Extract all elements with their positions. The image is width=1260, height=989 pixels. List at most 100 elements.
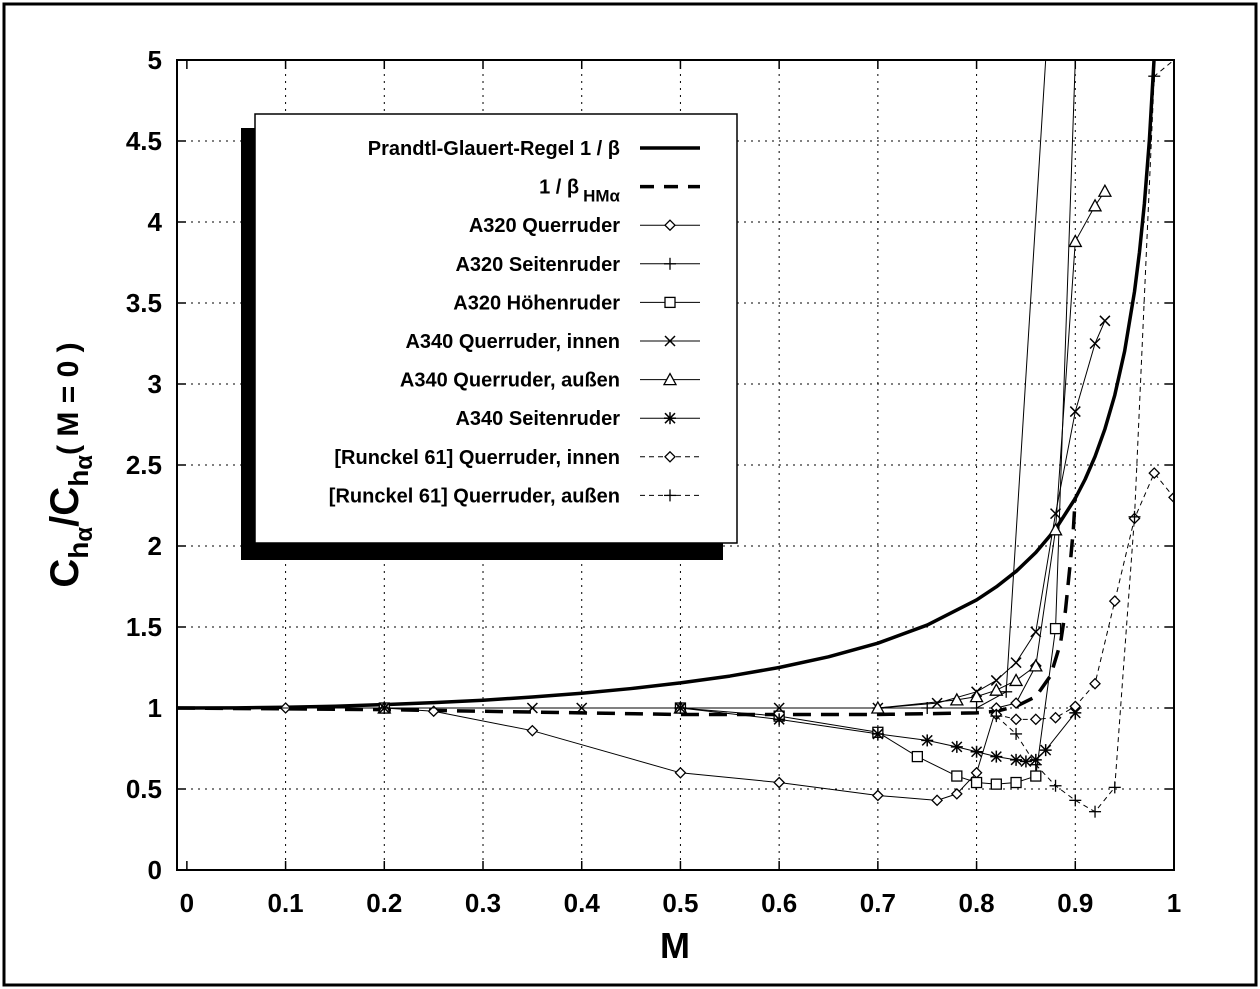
x-tick-label: 0.9 (1057, 888, 1093, 918)
point-marker-x (1050, 508, 1062, 520)
point-marker-diamond (931, 794, 944, 807)
x-axis-label: M (660, 925, 690, 966)
y-tick-label: 2 (148, 531, 162, 561)
point-marker-diamond (526, 724, 539, 737)
x-tick-label: 0.7 (860, 888, 896, 918)
point-marker-plus (1128, 510, 1141, 523)
point-marker-plus (990, 710, 1003, 723)
series-line (177, 60, 1156, 710)
x-tick-label: 0.3 (465, 888, 501, 918)
legend-label-4: A320 Höhenruder (453, 292, 620, 314)
point-marker-square (664, 296, 676, 309)
point-marker-asterisk (1069, 706, 1082, 719)
point-marker-asterisk (1019, 755, 1032, 768)
point-marker-diamond (674, 766, 687, 779)
y-tick-label: 1 (148, 693, 162, 723)
series-9 (990, 60, 1174, 818)
point-marker-triangle (949, 692, 964, 706)
point-marker-plus (664, 489, 676, 502)
point-marker-plus (970, 702, 983, 714)
y-label-c2: C (43, 487, 87, 516)
point-marker-diamond (1010, 713, 1022, 726)
point-marker-square (951, 770, 963, 782)
point-marker-plus (1029, 758, 1042, 771)
point-marker-x (931, 697, 943, 709)
x-tick-label: 0.6 (761, 888, 797, 918)
point-marker-diamond (1010, 697, 1022, 710)
point-marker-diamond (1148, 467, 1161, 480)
point-marker-diamond (664, 450, 676, 463)
point-marker-asterisk (1039, 744, 1052, 757)
point-marker-x (1089, 337, 1101, 350)
series-0 (177, 60, 1156, 710)
y-tick-label: 2.5 (126, 450, 162, 480)
point-marker-asterisk (970, 745, 983, 758)
y-tick-label: 1.5 (126, 612, 162, 642)
x-tick-label: 1 (1167, 888, 1181, 918)
point-marker-plus (1148, 70, 1161, 83)
point-marker-square (911, 750, 923, 763)
point-marker-triangle (870, 700, 885, 714)
point-marker-triangle (1048, 522, 1063, 536)
series-8 (990, 467, 1174, 726)
point-marker-diamond (871, 789, 884, 802)
point-marker-triangle (1068, 234, 1083, 248)
axis-ticks (177, 59, 1175, 871)
y-label-a1: α (71, 527, 98, 542)
point-marker-x (1010, 657, 1022, 669)
legend-label-3: A320 Seitenruder (455, 254, 620, 276)
point-marker-plus (1069, 794, 1082, 807)
point-marker-diamond (1089, 677, 1101, 690)
y-tick-label: 4.5 (126, 126, 162, 156)
x-tick-label: 0.5 (662, 888, 698, 918)
legend-label-9: [Runckel 61] Querruder, außen (329, 485, 620, 507)
y-label-h1: h (63, 542, 94, 559)
point-marker-diamond (1108, 595, 1121, 607)
point-marker-triangle (1028, 658, 1043, 672)
point-marker-x (664, 335, 676, 347)
point-marker-triangle (1097, 183, 1112, 197)
legend: Prandtl-Glauert-Regel 1 / β1 / β HMαA320 … (241, 113, 738, 560)
series-1 (177, 497, 1078, 717)
y-tick-label: 0 (148, 855, 162, 885)
legend-label-6: A340 Querruder, außen (400, 370, 620, 392)
plot-area-frame (176, 59, 1175, 871)
point-marker-asterisk (664, 412, 676, 425)
legend-box (254, 113, 738, 544)
x-tick-label: 0 (180, 888, 194, 918)
point-marker-diamond (1049, 711, 1062, 724)
legend-label-5: A340 Querruder, innen (405, 331, 620, 353)
point-marker-plus (1049, 779, 1062, 792)
point-marker-triangle (1008, 673, 1024, 687)
x-tick-label: 0.8 (958, 888, 994, 918)
point-marker-asterisk (674, 702, 687, 714)
point-marker-plus (1010, 727, 1023, 740)
point-marker-plus (1108, 781, 1121, 794)
legend-items: Prandtl-Glauert-Regel 1 / β1 / β HMαA320 … (329, 138, 700, 507)
series-line (995, 60, 1174, 813)
point-marker-plus (664, 257, 676, 270)
y-tick-label: 5 (148, 45, 162, 75)
y-tick-labels: 0 0.5 1 1.5 2 2.5 3 3.5 4 4.5 5 (126, 45, 163, 885)
point-marker-asterisk (1010, 753, 1023, 766)
x-tick-label: 0.4 (564, 888, 601, 918)
point-marker-x (1099, 315, 1111, 327)
point-marker-asterisk (378, 702, 391, 714)
point-marker-plus (1089, 805, 1102, 818)
y-tick-label: 4 (148, 207, 163, 237)
legend-label-8: [Runckel 61] Querruder, innen (334, 447, 620, 469)
y-tick-label: 3.5 (126, 288, 162, 318)
point-marker-x (990, 674, 1002, 686)
series-line (177, 665, 1037, 801)
point-marker-asterisk (871, 727, 884, 740)
point-marker-diamond (1029, 713, 1042, 726)
y-label-rest: ( M = 0 ) (52, 342, 85, 455)
point-marker-asterisk (921, 734, 934, 747)
point-marker-x (1030, 626, 1042, 638)
legend-beta: β (567, 177, 579, 199)
y-tick-label: 3 (148, 369, 162, 399)
point-marker-diamond (950, 787, 963, 800)
point-marker-square (1010, 776, 1022, 789)
legend-label-7: A340 Seitenruder (455, 408, 620, 430)
